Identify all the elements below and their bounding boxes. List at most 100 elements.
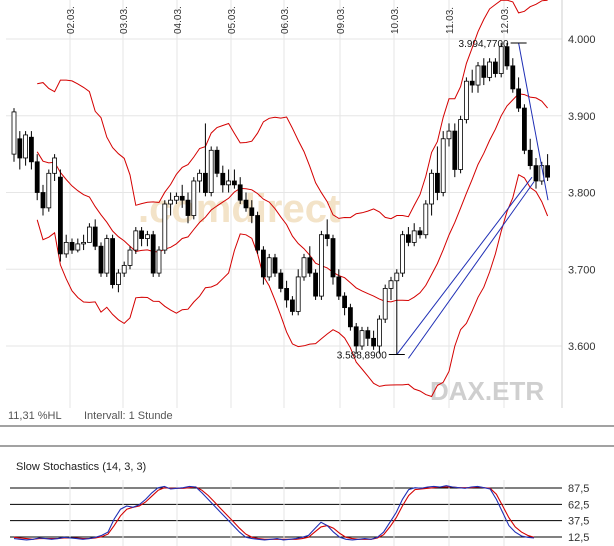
trend-lines	[396, 42, 549, 359]
x-axis: 02.03. 03.03. 04.03. 05.03. 06.03. 09.03. 10.0…	[66, 6, 511, 34]
candle-body	[28, 136, 34, 163]
candle-body	[313, 272, 319, 297]
x-tick-label: 02.03.	[66, 6, 77, 34]
candle-body	[46, 172, 52, 209]
candle-body	[423, 203, 429, 236]
candle	[498, 42, 504, 78]
candle	[318, 230, 324, 300]
candle	[185, 192, 191, 224]
candle	[522, 104, 527, 155]
candle-body	[498, 46, 504, 74]
candle-body	[359, 330, 365, 347]
candle	[429, 169, 435, 216]
candle	[17, 131, 23, 170]
candle	[266, 253, 272, 281]
candle	[202, 123, 208, 197]
candle	[463, 77, 469, 124]
candle	[249, 200, 255, 224]
candle-body	[365, 330, 371, 339]
candle-body	[475, 65, 481, 86]
candle-body	[324, 234, 330, 239]
candle	[405, 227, 411, 247]
candle	[423, 200, 429, 239]
candle	[156, 246, 162, 277]
interval-info: Intervall: 1 Stunde	[84, 410, 173, 422]
candle-body	[376, 318, 382, 347]
candle	[446, 123, 452, 147]
candle-body	[63, 241, 69, 255]
candle-body	[81, 241, 86, 245]
candle	[63, 234, 69, 258]
candle	[458, 115, 464, 174]
candle-body	[40, 192, 46, 209]
y-tick-label: 4.000	[568, 34, 596, 46]
candle-body	[440, 138, 446, 193]
y-axis: 3.600 3.700 3.800 3.900 4.000	[568, 34, 596, 353]
candle	[139, 227, 145, 247]
candle	[92, 219, 98, 251]
candle-body	[237, 184, 243, 201]
candle	[162, 200, 168, 254]
candle-body	[516, 88, 521, 109]
candle	[197, 169, 203, 193]
candle	[545, 154, 550, 181]
candle-body	[295, 276, 301, 312]
candle	[313, 269, 319, 300]
x-tick-label: 05.03.	[227, 6, 238, 34]
candle	[284, 280, 290, 308]
grid	[6, 0, 563, 408]
candle-body	[127, 249, 133, 266]
candle-body	[452, 130, 458, 170]
candle	[434, 146, 440, 201]
candle	[481, 58, 487, 86]
stochastic-panel: 87,5 62,5 37,5 12,5	[10, 480, 589, 546]
candle	[220, 165, 226, 193]
candle	[23, 131, 29, 166]
candle-body	[522, 107, 527, 151]
candle	[116, 269, 121, 293]
candle-body	[243, 199, 249, 209]
candle-body	[307, 257, 313, 274]
candle	[301, 253, 307, 281]
candle	[255, 211, 261, 254]
candle-body	[139, 230, 145, 239]
candle-body	[52, 157, 57, 174]
candle	[214, 146, 220, 178]
candle-body	[278, 272, 284, 289]
stochastic-level-label: 62,5	[568, 499, 589, 511]
candle	[411, 223, 417, 247]
candle-body	[75, 243, 81, 251]
candle-body	[301, 257, 307, 278]
candle-body	[255, 215, 261, 251]
candle	[58, 169, 63, 262]
candle-body	[545, 165, 550, 178]
candle-body	[110, 238, 115, 286]
candle	[69, 238, 75, 254]
candle	[307, 246, 313, 277]
candle-body	[208, 149, 214, 193]
candle	[417, 227, 423, 239]
candle-body	[284, 288, 290, 301]
candle	[469, 69, 475, 93]
candle-body	[133, 230, 139, 251]
instrument-label: DAX.ETR	[430, 376, 544, 406]
candle-body	[469, 80, 475, 86]
candle-body	[116, 272, 121, 285]
stochastic-level-label: 12,5	[568, 532, 589, 544]
candle-body	[98, 245, 104, 274]
candle	[347, 303, 353, 331]
candle-body	[11, 111, 17, 155]
candle-body	[336, 276, 342, 297]
candle-body	[382, 288, 388, 320]
candle-body	[179, 195, 185, 201]
candle	[336, 269, 342, 300]
candle	[272, 253, 278, 277]
stochastic-k-line	[13, 485, 535, 541]
candle-body	[446, 130, 452, 140]
candle	[382, 284, 388, 323]
candle	[226, 169, 232, 193]
candle	[400, 230, 406, 277]
candle	[237, 177, 243, 205]
candle-body	[318, 234, 324, 297]
